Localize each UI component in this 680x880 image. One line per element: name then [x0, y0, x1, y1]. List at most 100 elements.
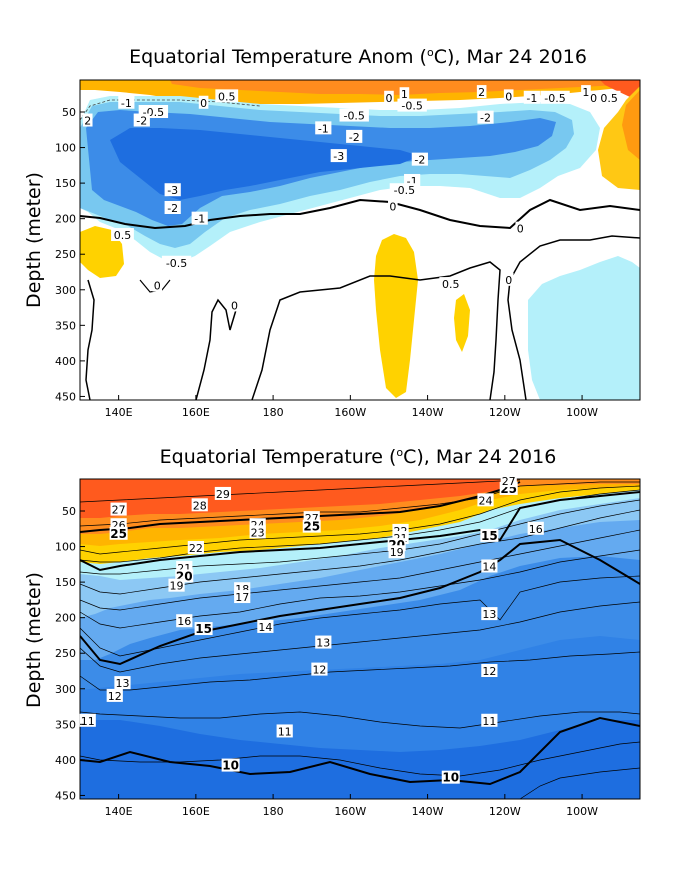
- contour-label: 0.5: [111, 228, 134, 242]
- x-tick-label: 120W: [489, 406, 521, 419]
- contour-label: 29: [214, 486, 231, 501]
- x-tick-label: 180: [263, 805, 284, 818]
- anomaly-contour-labels: 2-1-0.5-20 0.5-0.5-1-2-30 1-0.5-2-1-0.502-…: [82, 85, 621, 312]
- contour-label: -0.5: [161, 255, 192, 270]
- svg-text:0: 0: [200, 97, 207, 110]
- contour-label: -0.5: [389, 183, 420, 197]
- anomaly-panel: Equatorial Temperature Anom (oC), Mar 24…: [23, 46, 641, 419]
- contour-label: -0.5: [339, 108, 369, 123]
- temperature-field: [80, 479, 640, 799]
- contour-label: 16: [176, 614, 193, 628]
- contour-label: 17: [234, 590, 251, 604]
- contour-label: -1: [191, 211, 208, 226]
- contour-label: 0.5: [215, 89, 239, 103]
- svg-text:0: 0: [517, 223, 524, 236]
- contour-label: 0: [388, 199, 398, 214]
- svg-text:0.5: 0.5: [218, 90, 236, 103]
- svg-text:2: 2: [84, 115, 91, 128]
- svg-text:25: 25: [303, 520, 320, 534]
- contour-label: -1: [118, 95, 135, 110]
- x-tick-label: 140E: [105, 805, 133, 818]
- x-tick-label: 140W: [412, 406, 444, 419]
- svg-text:15: 15: [481, 529, 498, 543]
- svg-text:-0.5: -0.5: [394, 184, 415, 197]
- svg-text:-0.5: -0.5: [544, 92, 565, 105]
- svg-text:-1: -1: [526, 92, 537, 105]
- svg-text:11: 11: [278, 725, 292, 738]
- temperature-axes: 140E 160E 180 160W 140W 120W 100W 50 100 150 200 25…: [55, 505, 598, 818]
- y-tick-label: 100: [55, 541, 76, 554]
- svg-text:-1: -1: [121, 97, 132, 110]
- contour-label: 0: [515, 221, 526, 236]
- svg-text:17: 17: [235, 591, 249, 604]
- contour-label: 16: [527, 521, 544, 536]
- svg-text:12: 12: [108, 690, 122, 703]
- svg-text:-0.5: -0.5: [401, 100, 422, 113]
- svg-text:0: 0: [590, 92, 597, 105]
- svg-text:-2: -2: [349, 131, 360, 144]
- svg-text:27: 27: [502, 475, 516, 488]
- contour-label: -2: [164, 201, 181, 215]
- contour-label: 0: [384, 90, 394, 105]
- temperature-contour-labels: 2928272625272425232221201918171615141312…: [79, 474, 544, 785]
- x-tick-label: 140E: [105, 406, 133, 419]
- y-tick-label: 150: [55, 576, 76, 589]
- anomaly-title: Equatorial Temperature Anom (oC), Mar 24…: [129, 46, 587, 68]
- contour-label: 22: [187, 540, 204, 555]
- x-tick-label: 140W: [412, 805, 444, 818]
- x-tick-label: 160W: [334, 406, 366, 419]
- svg-text:2: 2: [478, 86, 485, 99]
- svg-text:15: 15: [195, 622, 212, 636]
- y-tick-label: 450: [55, 390, 76, 403]
- contour-label: -2: [411, 152, 428, 167]
- svg-text:0: 0: [385, 92, 392, 105]
- temperature-panel: Equatorial Temperature (oC), Mar 24 2016: [23, 446, 641, 818]
- contour-label: -2: [477, 110, 494, 125]
- contour-label: 2: [82, 113, 93, 128]
- svg-text:1: 1: [582, 86, 589, 99]
- svg-text:-1: -1: [318, 122, 329, 135]
- contour-label: 0: [588, 90, 599, 105]
- y-tick-label: 400: [55, 355, 76, 368]
- svg-text:0.5: 0.5: [600, 92, 618, 105]
- contour-label: -3: [164, 183, 181, 197]
- contour-label: 11: [481, 713, 498, 728]
- svg-text:10: 10: [442, 771, 459, 785]
- svg-text:23: 23: [251, 526, 265, 539]
- contour-label: 0: [503, 89, 514, 103]
- svg-text:-2: -2: [167, 202, 178, 215]
- y-tick-label: 250: [55, 647, 76, 660]
- svg-text:0: 0: [154, 280, 161, 293]
- svg-text:1: 1: [401, 88, 408, 101]
- svg-text:0: 0: [231, 299, 238, 312]
- svg-text:19: 19: [390, 546, 404, 559]
- svg-text:0.5: 0.5: [114, 229, 132, 242]
- svg-text:16: 16: [177, 615, 191, 628]
- svg-text:0: 0: [389, 201, 396, 214]
- contour-label: 28: [191, 498, 208, 512]
- contour-label: 2: [476, 85, 487, 99]
- y-tick-label: 200: [55, 213, 76, 226]
- y-tick-label: 150: [55, 177, 76, 190]
- svg-text:22: 22: [189, 542, 203, 555]
- y-tick-label: 50: [62, 106, 76, 119]
- contour-label: 0.5: [439, 277, 463, 291]
- svg-text:-0.5: -0.5: [343, 110, 364, 123]
- y-tick-label: 250: [55, 248, 76, 261]
- y-tick-label: 300: [55, 683, 76, 696]
- svg-text:-3: -3: [167, 184, 178, 197]
- x-tick-label: 160W: [334, 805, 366, 818]
- anomaly-y-axis-label: Depth (meter): [23, 172, 45, 308]
- svg-text:-3: -3: [333, 150, 344, 163]
- contour-label: 11: [79, 713, 96, 728]
- anomaly-field: [80, 80, 640, 400]
- contour-label: 12: [481, 664, 498, 678]
- contour-label: 25: [109, 526, 128, 541]
- contour-label: 19: [388, 545, 405, 559]
- x-tick-label: 100W: [566, 406, 598, 419]
- contour-label: 27: [500, 474, 517, 488]
- temperature-title: Equatorial Temperature (oC), Mar 24 2016: [160, 446, 557, 468]
- svg-text:28: 28: [193, 499, 207, 512]
- y-tick-label: 400: [55, 754, 76, 767]
- x-tick-label: 180: [263, 406, 284, 419]
